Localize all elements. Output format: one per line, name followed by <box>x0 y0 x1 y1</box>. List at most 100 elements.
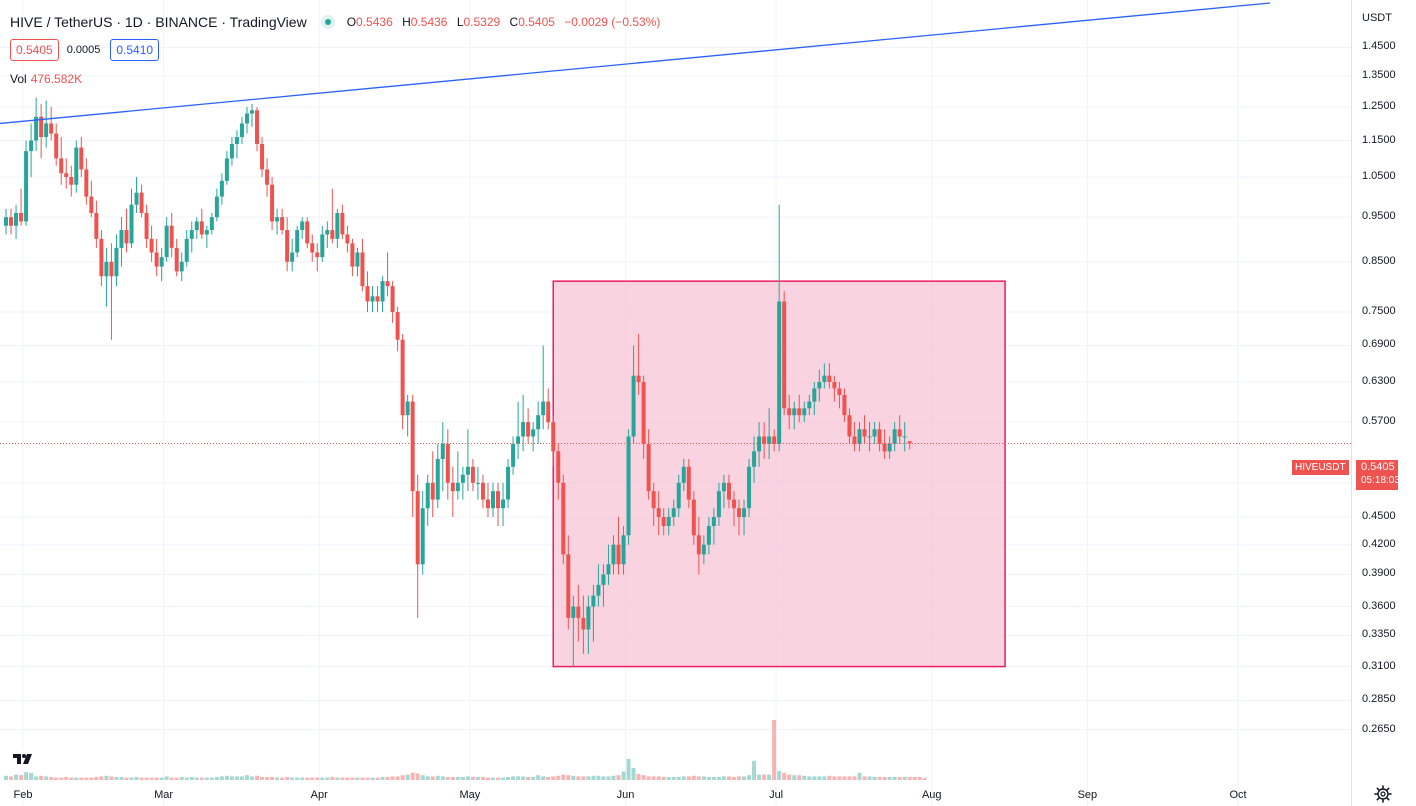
volume-bar <box>229 776 234 780</box>
candle-body <box>762 436 767 444</box>
volume-bar <box>214 777 219 780</box>
price-tick-label: 1.4500 <box>1362 40 1396 53</box>
candle-body <box>189 230 194 239</box>
candle-body <box>134 192 139 205</box>
volume-bar <box>716 777 721 780</box>
volume-bar <box>737 776 742 780</box>
candle-body <box>420 508 425 565</box>
volume-bar <box>4 775 8 780</box>
candle-body <box>807 401 812 409</box>
volume-bar <box>777 771 782 780</box>
candle-body <box>731 499 736 509</box>
price-tick-label: 1.0500 <box>1362 170 1396 182</box>
volume-bar <box>626 759 631 780</box>
volume-bar <box>164 776 169 780</box>
volume-bar <box>666 777 671 780</box>
price-tick-label: 0.9500 <box>1362 210 1396 223</box>
volume-bar <box>852 776 857 780</box>
candle-body <box>144 212 149 239</box>
volume-bar <box>686 776 691 780</box>
volume-bar <box>435 775 440 780</box>
price-axis[interactable] <box>1351 0 1416 806</box>
volume-bar <box>611 775 616 780</box>
candle-body <box>204 230 209 235</box>
volume-bar <box>521 776 526 780</box>
volume-bar <box>601 776 606 780</box>
volume-bar <box>922 778 927 780</box>
price-chart[interactable] <box>0 0 1351 806</box>
volume-bar <box>802 775 807 780</box>
volume-bar <box>671 777 676 780</box>
price-tick-label: 0.3600 <box>1362 599 1396 612</box>
change-value: −0.0029 (−0.53%) <box>564 15 661 29</box>
price-tick-label: 0.3900 <box>1362 567 1396 580</box>
candle-body <box>546 401 551 423</box>
volume-bar <box>19 775 24 780</box>
candle-body <box>827 375 832 382</box>
volume-bar <box>54 777 59 780</box>
candle-body <box>410 401 415 492</box>
volume-bar <box>255 775 260 780</box>
volume-bar <box>691 775 696 780</box>
volume-bar <box>154 777 159 780</box>
volume-bar <box>29 772 34 780</box>
volume-bar <box>174 777 179 780</box>
volume-bar <box>14 774 19 780</box>
candle-body <box>531 429 536 437</box>
volume-bar <box>24 772 29 780</box>
volume-bar <box>360 777 365 780</box>
volume-bar <box>315 777 320 780</box>
candle-body <box>24 151 29 222</box>
volume-bar <box>792 775 797 780</box>
symbol-title[interactable]: HIVE / TetherUS · 1D · BINANCE · Trading… <box>10 14 307 30</box>
volume-bar <box>79 777 84 780</box>
candle-body <box>99 238 104 277</box>
volume-bar <box>84 777 89 780</box>
volume-bar <box>89 777 94 780</box>
candle-body <box>897 429 902 437</box>
candle-body <box>385 281 390 287</box>
volume-bar <box>867 776 872 780</box>
trendline[interactable] <box>0 2 1271 125</box>
currency-selector[interactable]: USDT <box>1362 12 1392 24</box>
candle-body <box>787 408 792 416</box>
volume-bar <box>9 776 14 780</box>
candle-body <box>651 491 656 509</box>
volume-bar <box>305 777 310 780</box>
candle-body <box>455 482 460 492</box>
candle-body <box>139 192 144 213</box>
candle-body <box>726 482 731 500</box>
candle-body <box>94 212 99 239</box>
candle-body <box>501 499 506 509</box>
candle-body <box>606 564 611 575</box>
price-tick-label: 1.3500 <box>1362 69 1396 82</box>
candle-body <box>365 286 370 302</box>
volume-bar <box>440 776 445 780</box>
volume-bar <box>757 774 762 780</box>
sell-button[interactable]: 0.5405 <box>10 39 59 61</box>
candle-body <box>616 544 621 565</box>
time-tick-label: Oct <box>1229 789 1247 801</box>
gear-icon[interactable] <box>1374 785 1392 803</box>
candle-body <box>465 466 470 475</box>
buy-button[interactable]: 0.5410 <box>110 39 160 61</box>
candle-body <box>747 466 752 509</box>
tradingview-logo-icon[interactable] <box>10 748 38 770</box>
volume-bar <box>280 777 285 780</box>
volume-bar <box>330 777 335 780</box>
volume-bar <box>531 777 536 780</box>
candle-body <box>14 212 19 226</box>
candle-body <box>877 429 882 444</box>
volume-bar <box>204 777 209 780</box>
volume-bar <box>892 777 897 780</box>
candle-body <box>506 466 511 500</box>
candle-body <box>711 517 716 527</box>
volume-bar <box>566 775 571 780</box>
volume-bar <box>44 776 49 780</box>
candle-body <box>837 388 842 395</box>
volume-bar <box>516 776 521 780</box>
candle-body <box>4 217 8 226</box>
volume-bar <box>380 777 385 780</box>
volume-bar <box>395 776 400 780</box>
candle-body <box>109 261 114 277</box>
